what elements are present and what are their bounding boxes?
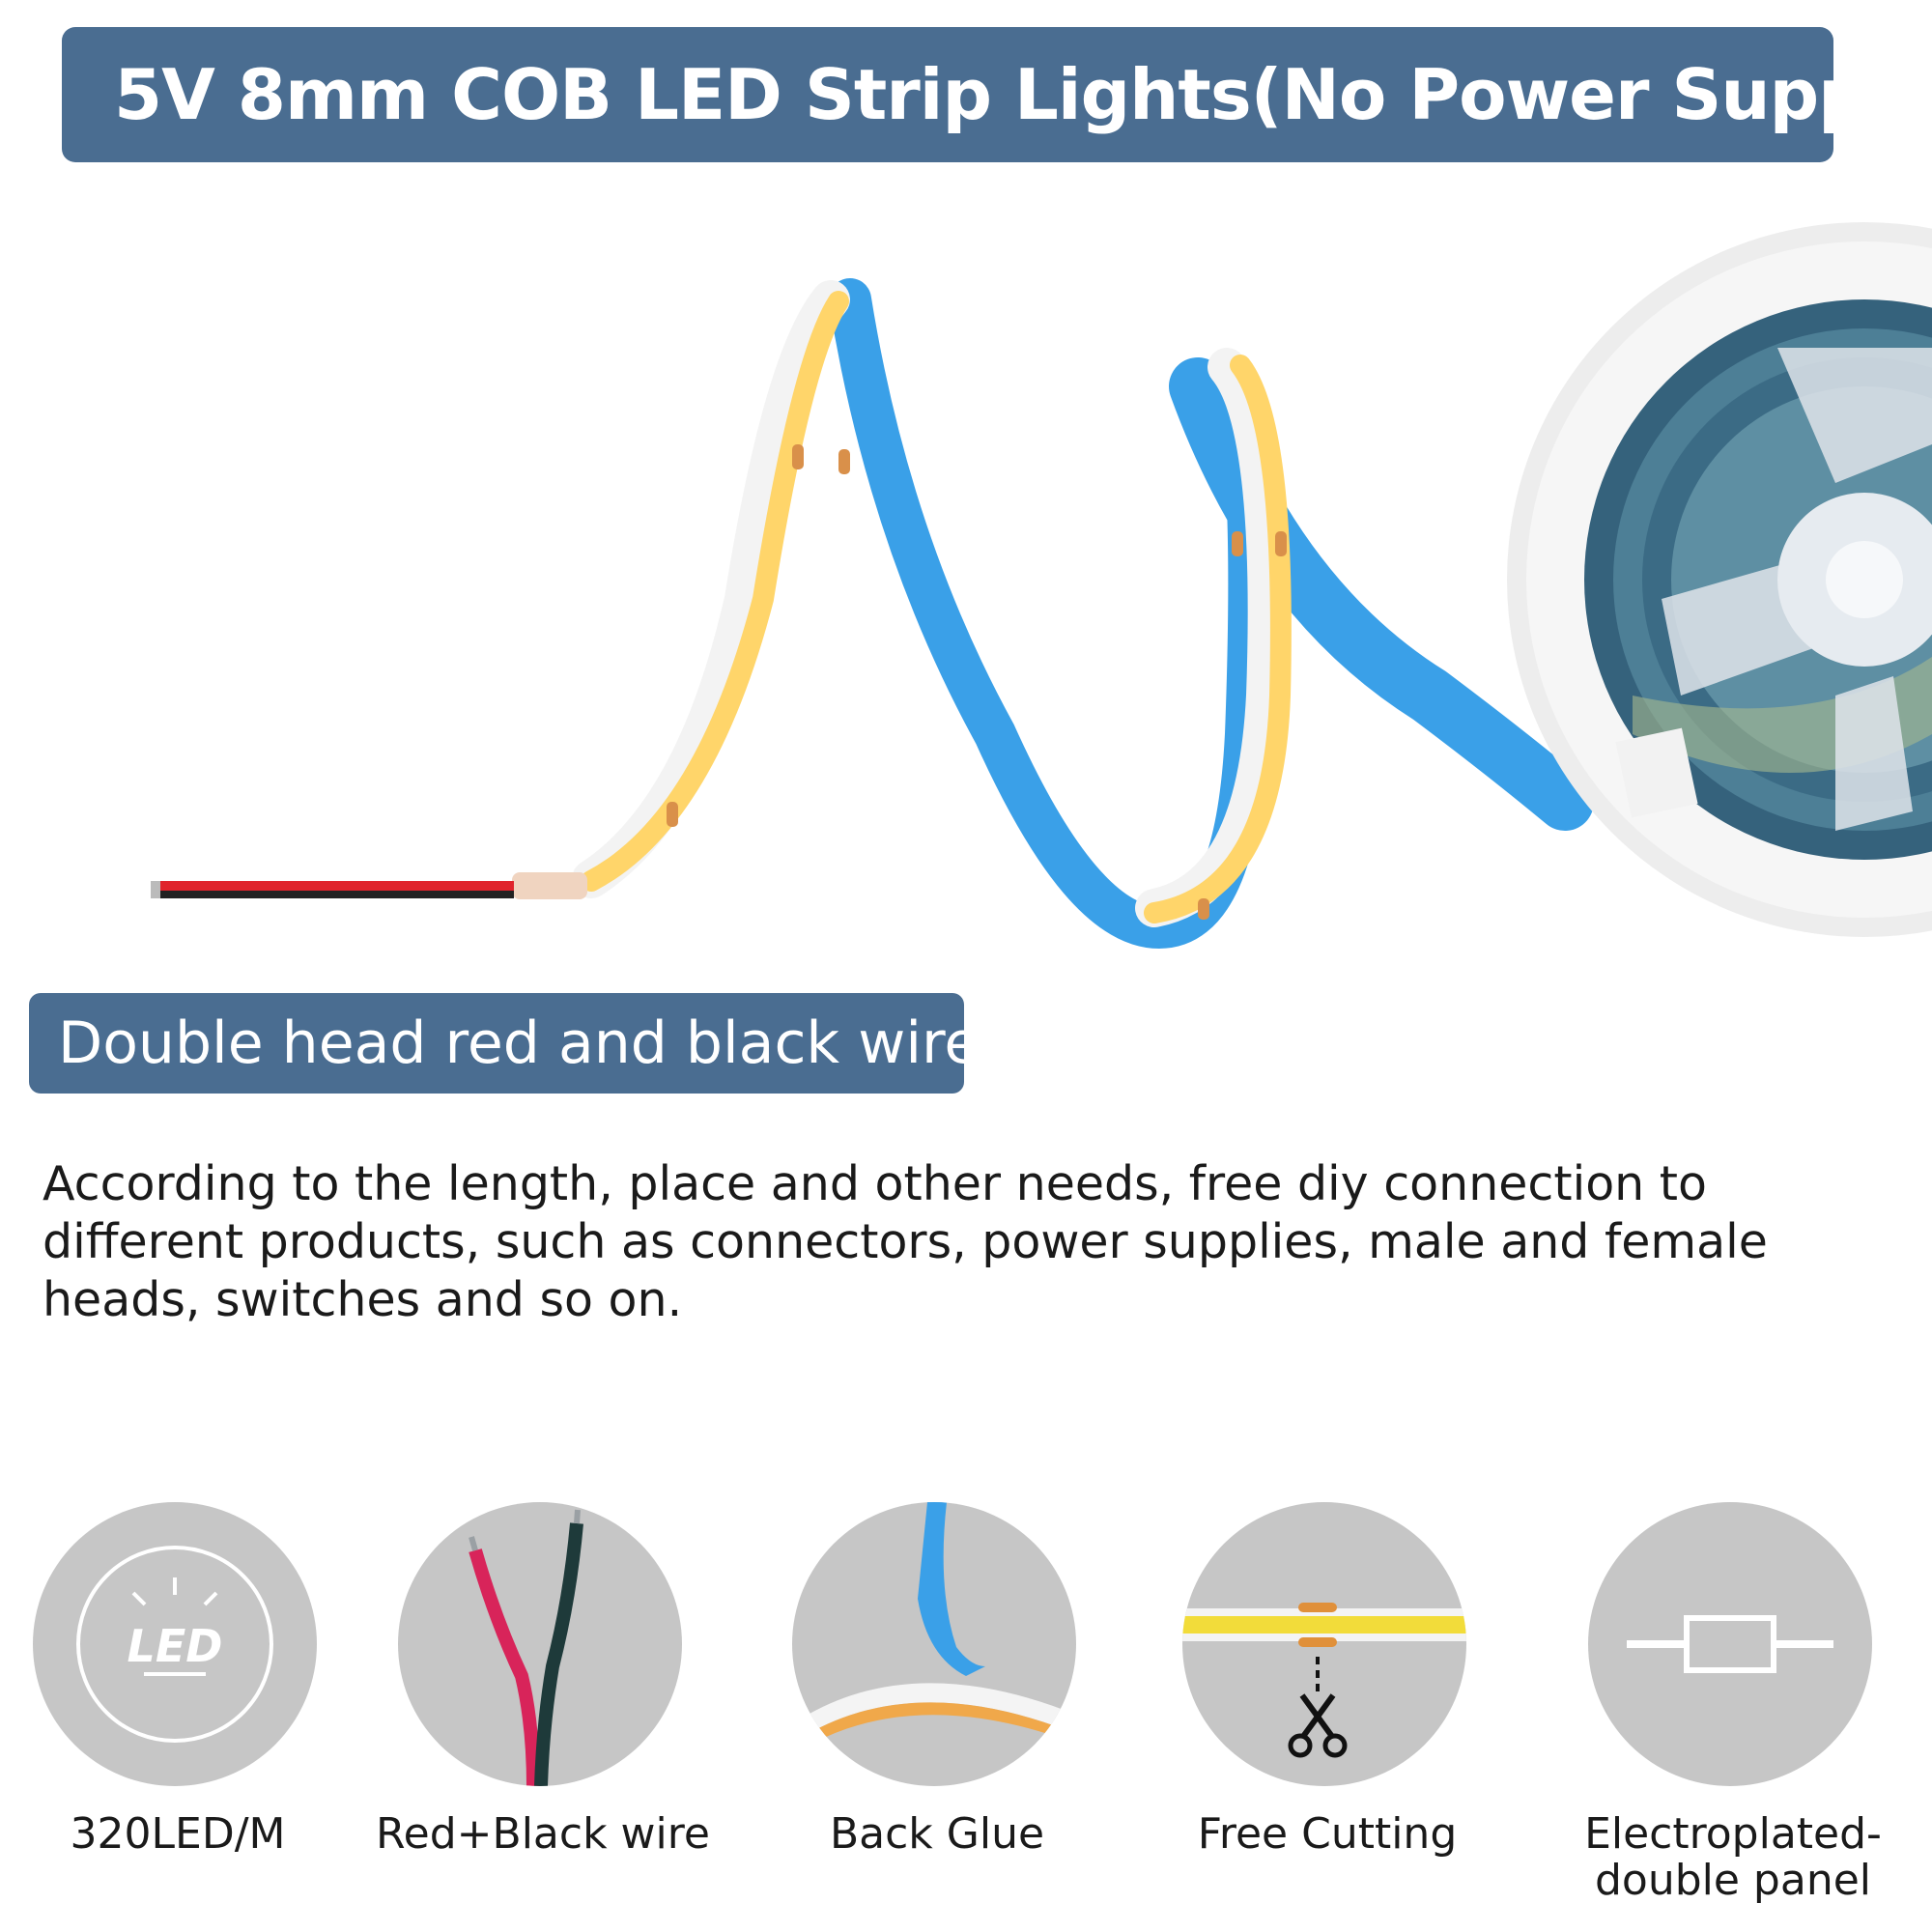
panel-icon xyxy=(1588,1502,1872,1786)
wire-icon xyxy=(398,1502,682,1786)
feature-back-glue: Back Glue xyxy=(792,1502,1082,1858)
svg-text:LED: LED xyxy=(128,1620,223,1672)
feature-label: Red+Black wire xyxy=(376,1809,710,1859)
subtitle: Double head red and black wire xyxy=(58,1009,980,1077)
title-banner: 5V 8mm COB LED Strip Lights(No Power Sup… xyxy=(62,27,1932,162)
feature-wire: Red+Black wire xyxy=(376,1502,710,1858)
led-icon: LED xyxy=(33,1502,317,1786)
feature-double-panel: Electroplated-double panel xyxy=(1584,1502,1882,1904)
back-glue-icon xyxy=(792,1502,1076,1786)
scissors-icon xyxy=(1182,1502,1466,1786)
feature-free-cutting: Free Cutting xyxy=(1182,1502,1472,1858)
feature-label: Electroplated-double panel xyxy=(1584,1809,1882,1905)
subtitle-banner: Double head red and black wire xyxy=(29,993,980,1094)
feature-label: Back Glue xyxy=(829,1809,1045,1859)
description-text: According to the length, place and other… xyxy=(43,1156,1768,1327)
led-strip-product-image xyxy=(151,222,1932,950)
feature-label: 320LED/M xyxy=(70,1809,286,1859)
page-title: 5V 8mm COB LED Strip Lights(No Power Sup… xyxy=(114,54,1932,135)
feature-label: Free Cutting xyxy=(1197,1809,1458,1859)
feature-led: LED 320LED/M xyxy=(33,1502,323,1858)
